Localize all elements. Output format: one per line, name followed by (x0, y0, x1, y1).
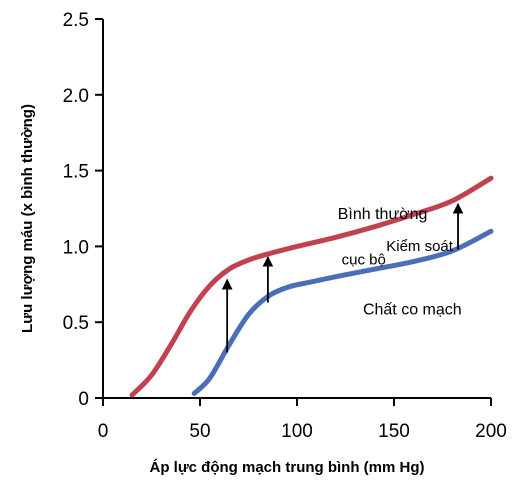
x-tick-label: 150 (378, 421, 410, 442)
y-tick-label: 2.0 (63, 86, 89, 107)
annotation-normal: Bình thường (338, 206, 428, 223)
x-tick-label: 0 (98, 421, 109, 442)
series-line-normal (129, 175, 494, 398)
labels: 0 0.5 1.0 1.5 2.0 2.5 0 50 100 150 200 Áp lực động … (19, 10, 507, 476)
series-lines (129, 175, 494, 398)
annotation-vaso: Chất co mạch (363, 302, 462, 319)
y-tick-label: 0.5 (63, 313, 89, 334)
y-tick-label: 1.0 (63, 237, 89, 258)
x-tick-label: 100 (281, 421, 313, 442)
y-tick-label: 1.5 (63, 162, 89, 183)
annotation-local1: Kiểm soát (386, 238, 454, 255)
annotation-local2: cục bộ (342, 252, 386, 269)
y-tick-label: 0 (78, 389, 89, 410)
x-tick-label: 50 (189, 421, 210, 442)
y-axis-title: Lưu lượng máu (x bình thường) (19, 104, 36, 333)
x-axis-title: Áp lực động mạch trung bình (mm Hg) (149, 459, 424, 476)
tick-marks (95, 18, 492, 406)
y-tick-label: 2.5 (63, 10, 89, 31)
arrows (221, 202, 464, 353)
x-tick-label: 200 (475, 421, 507, 442)
